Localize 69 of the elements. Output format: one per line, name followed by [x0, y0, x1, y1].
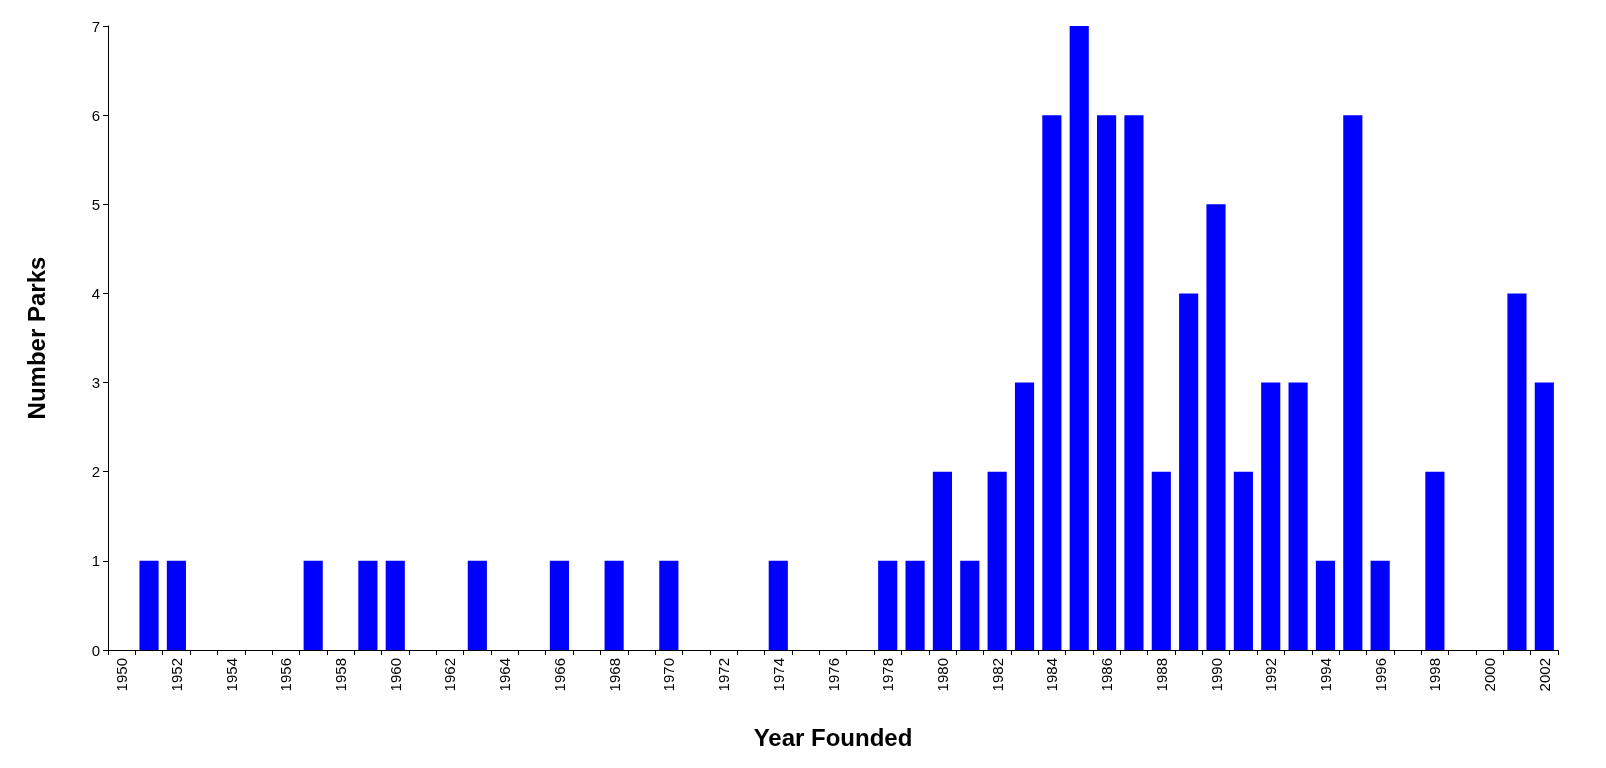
y-axis-title: Number Parks	[22, 256, 50, 420]
y-tick-label: 5	[91, 195, 100, 213]
bar	[139, 560, 159, 650]
x-tick-label: 1972	[715, 658, 733, 692]
x-tick-label: 1964	[496, 658, 514, 692]
bar	[1425, 471, 1445, 650]
bar	[467, 560, 487, 650]
y-tick-label: 1	[91, 552, 100, 570]
x-tick-label: 1978	[879, 658, 897, 692]
bar	[960, 560, 980, 650]
bar	[1288, 382, 1308, 650]
bar	[1124, 115, 1144, 650]
x-tick-label: 1998	[1426, 658, 1444, 692]
y-tick-label: 7	[91, 17, 100, 35]
x-tick-label: 1988	[1152, 658, 1170, 692]
bar	[878, 560, 898, 650]
x-tick-label: 2000	[1481, 658, 1499, 692]
bar	[166, 560, 186, 650]
bar	[1261, 382, 1281, 650]
x-tick-label: 1958	[332, 658, 350, 692]
bar	[1315, 560, 1336, 650]
y-tick-label: 0	[91, 641, 100, 659]
x-tick-label: 1962	[441, 658, 459, 692]
bar	[604, 560, 624, 650]
x-tick-label: 1952	[167, 658, 185, 692]
x-tick-label: 1976	[824, 658, 842, 692]
x-tick-label: 1956	[277, 658, 295, 692]
bar	[1233, 471, 1253, 650]
bar	[1097, 115, 1117, 650]
x-tick-label: 1994	[1316, 658, 1334, 692]
x-tick-label: 1992	[1262, 658, 1280, 692]
y-tick-label: 6	[91, 106, 100, 124]
y-tick-label: 2	[91, 463, 100, 481]
bar	[1370, 560, 1390, 650]
x-tick-label: 1966	[550, 658, 568, 692]
bar	[1042, 115, 1062, 650]
bar	[1534, 382, 1554, 650]
x-tick-label: 1982	[988, 658, 1006, 692]
x-axis-title: Year Founded	[753, 723, 913, 751]
bar	[1343, 115, 1363, 650]
x-tick-label: 1996	[1371, 658, 1389, 692]
bar	[1179, 293, 1199, 650]
bar	[358, 560, 378, 650]
bar	[659, 560, 679, 650]
x-tick-label: 1960	[386, 658, 404, 692]
x-tick-label: 1950	[113, 658, 131, 692]
bar	[385, 560, 405, 650]
y-tick-label: 4	[91, 284, 100, 302]
bar	[987, 471, 1007, 650]
x-tick-label: 1954	[222, 658, 240, 692]
bar	[905, 560, 925, 650]
x-tick-label: 1984	[1043, 658, 1061, 692]
x-tick-label: 2002	[1535, 658, 1553, 692]
bar	[932, 471, 953, 650]
x-tick-label: 1974	[769, 658, 787, 692]
bar	[768, 560, 788, 650]
x-tick-label: 1970	[660, 658, 678, 692]
bar	[1151, 471, 1171, 650]
x-tick-label: 1980	[933, 658, 951, 692]
y-tick-label: 3	[91, 374, 100, 392]
bar	[1069, 26, 1089, 650]
bar	[549, 560, 569, 650]
bar	[1507, 293, 1527, 650]
x-tick-label: 1986	[1098, 658, 1116, 692]
bar	[1014, 382, 1035, 650]
x-tick-label: 1968	[605, 658, 623, 692]
bar	[1206, 204, 1226, 650]
bar	[303, 560, 323, 650]
x-tick-label: 1990	[1207, 658, 1225, 692]
